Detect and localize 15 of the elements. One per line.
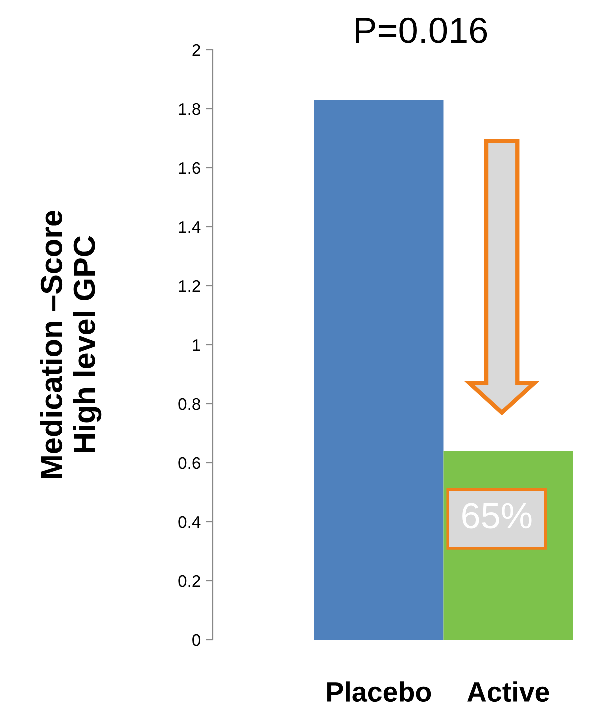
y-tick-label: 1.4 [179,222,201,234]
y-tick-label: 0.8 [178,398,200,410]
y-tick-label: 1.8 [179,103,200,116]
y-tick-label: 1.2 [179,280,200,292]
y-tick-label: 0 [192,634,201,646]
y-tick-label: 1 [193,340,200,352]
y-tick-label: 0.6 [178,457,200,470]
y-tick-label: 0.2 [178,575,200,588]
x-tick-label: Active [468,682,550,702]
x-tick-label: Placebo [328,682,432,702]
y-tick-label: 2 [192,44,200,56]
chart-title: P=0.016 [356,18,488,44]
y-tick-label: 1.6 [179,162,200,174]
y-axis-title: Medication –Score High level GPC [40,211,102,478]
y-tick-label: 0.4 [178,516,201,528]
